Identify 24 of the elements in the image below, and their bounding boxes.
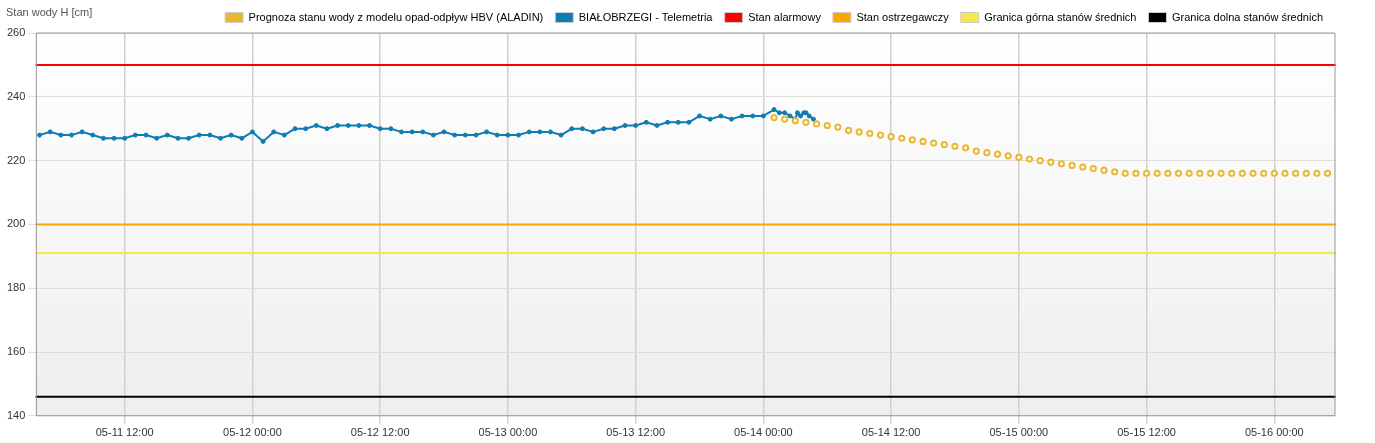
x-tick-label: 05-15 00:00 (989, 426, 1049, 439)
legend-label: Stan ostrzegawczy (856, 10, 950, 23)
y-tick-label: 260 (6, 26, 26, 39)
x-tick-label: 05-14 00:00 (734, 426, 793, 439)
x-tick-label: 05-13 00:00 (478, 426, 538, 439)
y-tick-label: 140 (6, 408, 26, 421)
x-tick-label: 05-15 12:00 (1117, 426, 1176, 439)
x-tick-label: 05-13 12:00 (606, 426, 666, 439)
y-tick-label: 200 (6, 217, 26, 230)
x-tick-label: 05-12 00:00 (223, 426, 282, 439)
legend-label: Granica górna stanów średnich (984, 10, 1137, 23)
y-tick-label: 240 (6, 89, 26, 102)
y-axis-title: Stan wody H [cm] (6, 6, 93, 18)
y-tick-label: 220 (6, 153, 26, 166)
legend-label: Stan alarmowy (748, 10, 822, 23)
legend-label: BIAŁOBRZEGI - Telemetria (578, 10, 714, 23)
legend-label: Prognoza stanu wody z modelu opad-odpływ HBV (ALADIN) (248, 10, 544, 23)
y-tick-label: 180 (6, 281, 26, 294)
y-tick-label: 160 (6, 345, 26, 358)
x-tick-label: 05-16 00:00 (1244, 426, 1304, 439)
legend-label: Granica dolna stanów średnich (1171, 10, 1323, 23)
x-tick-label: 05-11 12:00 (95, 426, 154, 439)
x-tick-label: 05-12 12:00 (350, 426, 410, 439)
x-tick-label: 05-14 12:00 (861, 426, 921, 439)
